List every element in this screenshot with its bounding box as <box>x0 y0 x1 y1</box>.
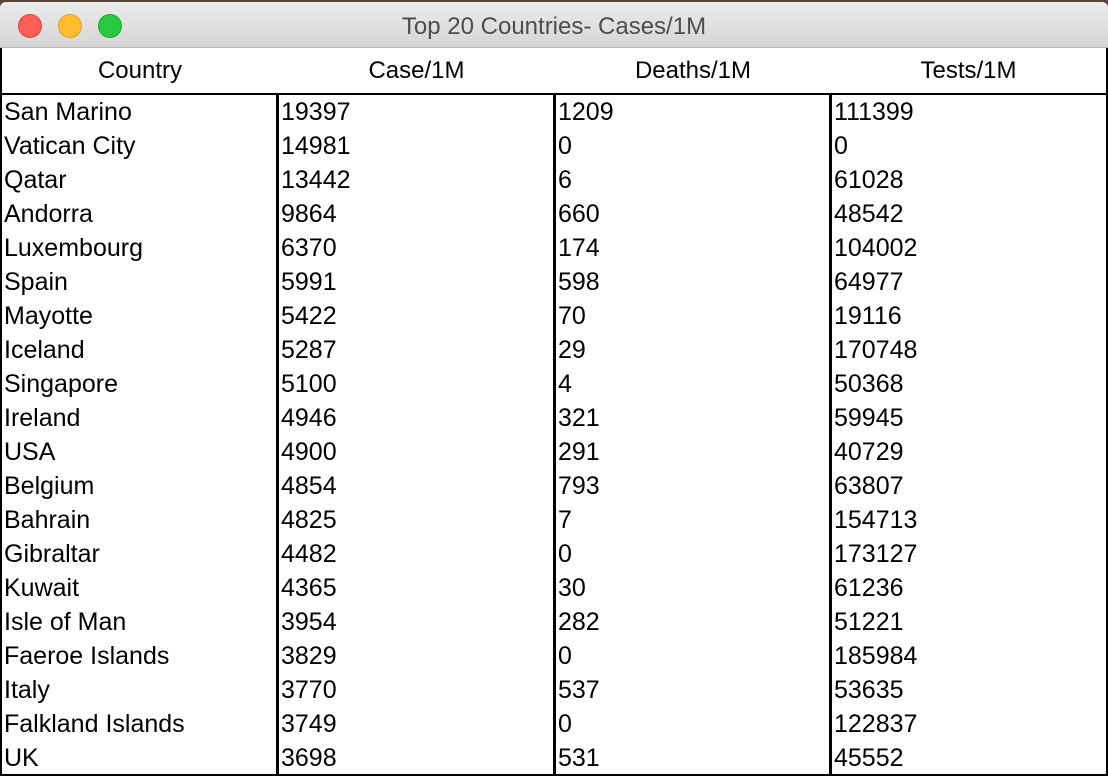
deaths-cell: 7 <box>558 506 572 534</box>
cases-cell: 19397 <box>281 98 351 126</box>
tests-cell: 64977 <box>834 268 904 296</box>
deaths-cell: 30 <box>558 574 586 602</box>
tests-cell: 154713 <box>834 506 918 534</box>
tests-cell: 61028 <box>834 166 904 194</box>
tests-cell: 173127 <box>834 540 918 568</box>
cases-cell: 3770 <box>281 676 337 704</box>
cases-cell: 5287 <box>281 336 337 364</box>
cases-column: 19397 14981 13442 9864 6370 5991 5422 5287 5100 4… <box>276 95 553 776</box>
tests-cell: 45552 <box>834 744 904 772</box>
title-bar[interactable]: Top 20 Countries- Cases/1M <box>0 2 1108 48</box>
cases-cell: 4900 <box>281 438 337 466</box>
deaths-cell: 660 <box>558 200 600 228</box>
cases-cell: 4854 <box>281 472 337 500</box>
tests-cell: 122837 <box>834 710 918 738</box>
country-cell: Faeroe Islands <box>4 642 170 670</box>
deaths-cell: 531 <box>558 744 600 772</box>
close-window-button[interactable] <box>18 14 42 38</box>
tests-cell: 170748 <box>834 336 918 364</box>
deaths-cell: 1209 <box>558 98 614 126</box>
cases-cell: 14981 <box>281 132 351 160</box>
cases-cell: 3954 <box>281 608 337 636</box>
deaths-cell: 70 <box>558 302 586 330</box>
deaths-cell: 0 <box>558 642 572 670</box>
tests-cell: 104002 <box>834 234 918 262</box>
tests-cell: 51221 <box>834 608 904 636</box>
country-cell: Iceland <box>4 336 85 364</box>
country-cell: USA <box>4 438 56 466</box>
country-cell: Mayotte <box>4 302 93 330</box>
cases-cell: 9864 <box>281 200 337 228</box>
column-header-cases[interactable]: Case/1M <box>368 57 465 84</box>
deaths-cell: 291 <box>558 438 600 466</box>
country-cell: Spain <box>4 268 68 296</box>
deaths-cell: 321 <box>558 404 600 432</box>
deaths-cell: 282 <box>558 608 600 636</box>
tests-cell: 63807 <box>834 472 904 500</box>
cases-cell: 3698 <box>281 744 337 772</box>
cases-cell: 3749 <box>281 710 337 738</box>
column-header-tests[interactable]: Tests/1M <box>920 57 1017 84</box>
deaths-cell: 6 <box>558 166 572 194</box>
country-cell: Luxembourg <box>4 234 143 262</box>
deaths-cell: 0 <box>558 540 572 568</box>
cases-cell: 3829 <box>281 642 337 670</box>
tests-cell: 111399 <box>834 98 914 126</box>
cases-cell: 6370 <box>281 234 337 262</box>
deaths-cell: 793 <box>558 472 600 500</box>
tests-cell: 53635 <box>834 676 904 704</box>
country-cell: Bahrain <box>4 506 91 534</box>
country-cell: Kuwait <box>4 574 80 602</box>
deaths-cell: 0 <box>558 132 572 160</box>
tests-column: 111399 0 61028 48542 104002 64977 19116 170748 5… <box>829 95 1106 776</box>
window-title: Top 20 Countries- Cases/1M <box>401 13 707 40</box>
country-cell: Gibraltar <box>4 540 100 568</box>
tests-cell: 59945 <box>834 404 904 432</box>
country-cell: Ireland <box>4 404 81 432</box>
country-column: San Marino Vatican City Qatar Andorra Luxemb… <box>2 95 276 776</box>
cases-cell: 4946 <box>281 404 337 432</box>
country-cell: Qatar <box>4 166 67 194</box>
maximize-window-button[interactable] <box>98 14 122 38</box>
cases-cell: 4365 <box>281 574 337 602</box>
deaths-cell: 537 <box>558 676 600 704</box>
deaths-cell: 4 <box>558 370 572 398</box>
tests-cell: 48542 <box>834 200 904 228</box>
cases-cell: 5100 <box>281 370 337 398</box>
cases-cell: 5422 <box>281 302 337 330</box>
deaths-column: 1209 0 6 660 174 598 70 29 4 321 291 793 7 0 30 282 0 537… <box>553 95 829 776</box>
minimize-window-button[interactable] <box>58 14 82 38</box>
deaths-cell: 29 <box>558 336 586 364</box>
table-header-row: Country Case/1M Deaths/1M Tests/1M <box>2 48 1106 95</box>
tests-cell: 50368 <box>834 370 904 398</box>
column-header-deaths[interactable]: Deaths/1M <box>634 57 752 84</box>
tests-cell: 185984 <box>834 642 918 670</box>
deaths-cell: 598 <box>558 268 600 296</box>
tests-cell: 61236 <box>834 574 904 602</box>
cases-cell: 4825 <box>281 506 337 534</box>
country-cell: Falkland Islands <box>4 710 185 738</box>
country-cell: Singapore <box>4 370 118 398</box>
tests-cell: 19116 <box>834 302 902 330</box>
country-cell: Isle of Man <box>4 608 127 636</box>
cases-cell: 5991 <box>281 268 337 296</box>
country-cell: San Marino <box>4 98 132 126</box>
country-cell: Belgium <box>4 472 95 500</box>
deaths-cell: 174 <box>558 234 600 262</box>
country-cell: UK <box>4 744 39 772</box>
country-cell: Andorra <box>4 200 93 228</box>
cases-cell: 4482 <box>281 540 337 568</box>
tests-cell: 0 <box>834 132 848 160</box>
tests-cell: 40729 <box>834 438 904 466</box>
country-cell: Vatican City <box>4 132 136 160</box>
country-cell: Italy <box>4 676 50 704</box>
column-header-country[interactable]: Country <box>97 57 183 84</box>
deaths-cell: 0 <box>558 710 572 738</box>
cases-cell: 13442 <box>281 166 351 194</box>
countries-table: Country Case/1M Deaths/1M Tests/1M San M… <box>0 48 1108 776</box>
